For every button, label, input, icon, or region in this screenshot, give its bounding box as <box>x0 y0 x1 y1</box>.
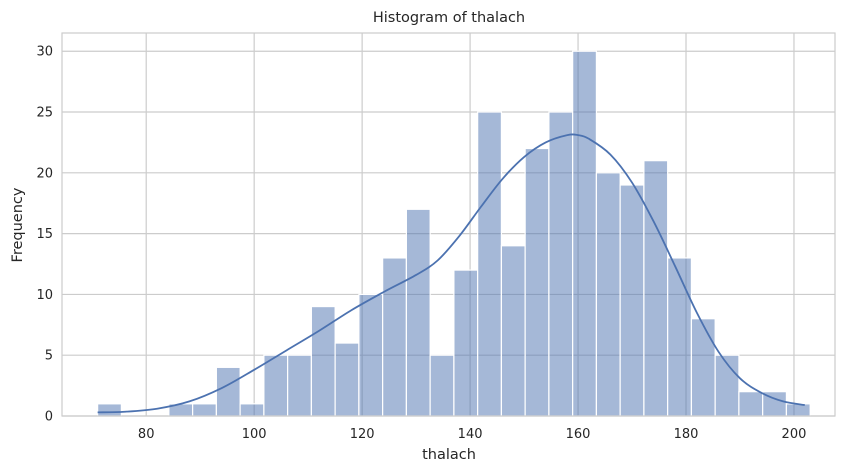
histogram-bar <box>215 366 241 417</box>
x-tick-label: 200 <box>782 427 807 442</box>
histogram-bar <box>690 318 716 417</box>
x-tick-label: 100 <box>242 427 267 442</box>
histogram-bar <box>97 403 122 417</box>
histogram-bar <box>192 403 217 417</box>
y-axis-ticks: 0 5 10 15 20 25 30 <box>36 45 53 425</box>
histogram-bar <box>500 245 526 417</box>
histogram-bar <box>405 208 431 417</box>
histogram-bar <box>738 391 764 417</box>
histogram-bar <box>358 293 384 417</box>
histogram-bar <box>572 50 598 417</box>
y-tick-label: 30 <box>36 45 53 60</box>
histogram-bar <box>287 354 312 417</box>
plot-frame <box>61 32 836 417</box>
histogram-bar <box>334 342 360 417</box>
histogram-bar <box>524 147 550 417</box>
histogram-bar <box>239 403 265 417</box>
x-tick-label: 140 <box>458 427 483 442</box>
x-axis-ticks: 80 100 120 140 160 180 200 <box>138 427 806 442</box>
histogram-bar <box>477 111 503 417</box>
x-tick-label: 120 <box>350 427 375 442</box>
histogram-bar <box>263 354 289 417</box>
histogram-bars <box>97 50 811 417</box>
histogram-bar <box>595 172 621 417</box>
histogram-bar <box>785 403 811 417</box>
histogram-bar <box>619 184 645 417</box>
y-axis-label: Frequency <box>10 187 26 262</box>
histogram-bar <box>667 257 693 417</box>
x-tick-label: 180 <box>674 427 699 442</box>
chart-title: Histogram of thalach <box>373 10 525 26</box>
kde-line <box>97 133 805 414</box>
kde-curve-group <box>97 133 805 414</box>
y-tick-label: 25 <box>36 106 53 121</box>
y-tick-label: 0 <box>45 410 53 425</box>
y-tick-label: 20 <box>36 166 53 181</box>
histogram-bar <box>548 111 574 417</box>
grid-lines <box>62 33 835 417</box>
y-tick-label: 5 <box>45 349 53 364</box>
y-tick-label: 10 <box>36 288 53 303</box>
x-axis-label: thalach <box>422 447 476 463</box>
histogram-bar <box>453 269 479 417</box>
histogram-bar <box>643 160 669 417</box>
x-tick-label: 160 <box>566 427 591 442</box>
x-tick-label: 80 <box>138 427 155 442</box>
histogram-bar <box>429 354 455 417</box>
y-tick-label: 15 <box>36 227 53 242</box>
